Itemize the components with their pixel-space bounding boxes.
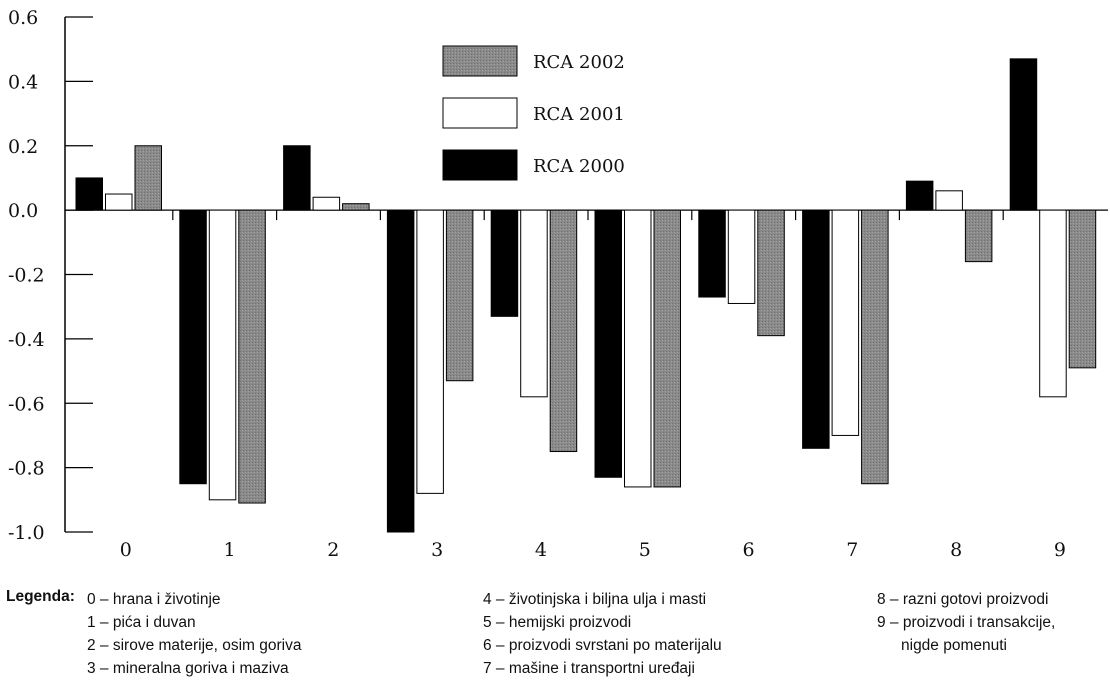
bar-rca-2001-cat-9 (1039, 209, 1067, 398)
bar-rca-2001-cat-4 (520, 209, 548, 398)
bar-rca-2000-cat-7 (802, 209, 830, 449)
category-legend-item: 0 – hrana i životinje (87, 591, 221, 608)
category-legend-item: 6 – proizvodi svrstani po materijalu (483, 637, 722, 654)
y-tick-label: -0.6 (8, 393, 45, 415)
y-tick-label: 0.6 (8, 7, 38, 29)
legend-swatch (442, 149, 518, 181)
category-legend-title: Legenda: (6, 588, 75, 605)
x-tick-label: 6 (743, 539, 755, 561)
bar-rca-2002-cat-8 (964, 209, 993, 263)
bar-rca-2001-cat-5 (624, 209, 652, 488)
bar-rca-2002-cat-2 (342, 203, 370, 211)
bar-rca-2000-cat-1 (179, 209, 207, 485)
legend-label: RCA 2001 (533, 104, 625, 125)
category-legend-column-2: 4 – životinjska i biljna ulja i masti 5 … (483, 588, 722, 680)
x-tick-label: 1 (224, 539, 236, 561)
rca-bar-chart: 0.6 0.4 0.2 0.0 -0.2 -0.4 -0.6 -0.8 -1.0 0 1 2 3 4 5 6 7… (8, 7, 1108, 561)
bar-rca-2000-cat-8 (905, 180, 934, 211)
x-tick-label: 2 (327, 539, 339, 561)
category-legend: Legenda: 0 – hrana i životinje 1 – pića … (0, 588, 1110, 695)
bar-rca-2002-cat-7 (861, 209, 889, 485)
bar-rca-2001-cat-0 (105, 193, 133, 211)
bar-rca-2002-cat-1 (238, 209, 266, 504)
x-tick-label: 8 (950, 539, 962, 561)
bar-rca-2001-cat-7 (831, 209, 860, 436)
y-tick-label: -0.4 (8, 329, 45, 351)
bar-rca-2000-cat-9 (1009, 58, 1038, 211)
category-legend-item: 3 – mineralna goriva i maziva (87, 660, 289, 677)
category-legend-item: 9 – proizvodi i transakcije, (877, 614, 1056, 631)
axes: 0.6 0.4 0.2 0.0 -0.2 -0.4 -0.6 -0.8 -1.0 0 1 2 3 4 5 6 7… (8, 7, 1108, 561)
legend-swatch (442, 97, 518, 129)
category-legend-item: 2 – sirove materije, osim goriva (87, 637, 302, 654)
bar-rca-2001-cat-8 (935, 190, 963, 211)
bar-rca-2002-cat-3 (445, 209, 474, 382)
y-tick-label: 0.4 (8, 71, 38, 93)
bars (75, 58, 1097, 533)
bar-rca-2001-cat-3 (416, 209, 444, 494)
category-legend-item: 7 – mašine i transportni uređaji (483, 660, 695, 677)
legend-label: RCA 2002 (533, 52, 625, 73)
y-tick-label: -1.0 (8, 522, 45, 544)
bar-rca-2002-cat-5 (653, 209, 681, 488)
bar-rca-2002-cat-0 (134, 145, 162, 211)
x-tick-label: 9 (1054, 539, 1066, 561)
legend-label: RCA 2000 (533, 156, 625, 177)
y-tick-label: 0.0 (8, 200, 38, 222)
bar-rca-2000-cat-5 (594, 209, 622, 478)
category-legend-item: 5 – hemijski proizvodi (483, 614, 632, 631)
bar-rca-2000-cat-4 (490, 209, 519, 317)
x-tick-label: 3 (431, 539, 443, 561)
category-legend-column-3: 8 – razni gotovi proizvodi 9 – proizvodi… (877, 588, 1055, 657)
bar-rca-2000-cat-3 (386, 209, 415, 533)
category-legend-column-1: 0 – hrana i životinje 1 – pića i duvan 2… (87, 588, 302, 680)
bar-rca-2002-cat-9 (1068, 209, 1097, 369)
x-tick-label: 0 (120, 539, 132, 561)
bar-rca-2001-cat-6 (727, 209, 756, 304)
x-tick-label: 7 (846, 539, 858, 561)
bar-rca-2002-cat-6 (757, 209, 785, 337)
y-tick-label: -0.8 (8, 458, 45, 480)
bar-rca-2000-cat-2 (283, 145, 311, 211)
x-tick-label: 5 (639, 539, 651, 561)
legend-swatch (442, 45, 518, 77)
category-legend-item: 1 – pića i duvan (87, 614, 196, 631)
bar-rca-2001-cat-1 (208, 209, 237, 501)
y-tick-label: 0.2 (8, 136, 38, 158)
category-legend-item: 8 – razni gotovi proizvodi (877, 591, 1049, 608)
bar-rca-2002-cat-4 (549, 209, 578, 453)
bar-rca-2001-cat-2 (312, 196, 341, 211)
bar-rca-2000-cat-6 (698, 209, 726, 298)
y-tick-label: -0.2 (8, 265, 45, 287)
bar-rca-2000-cat-0 (75, 177, 103, 211)
x-tick-label: 4 (535, 539, 547, 561)
series-legend: RCA 2002 RCA 2001 RCA 2000 (442, 45, 625, 181)
category-legend-item: 4 – životinjska i biljna ulja i masti (483, 591, 707, 608)
category-legend-item: nigde pomenuti (901, 637, 1007, 654)
